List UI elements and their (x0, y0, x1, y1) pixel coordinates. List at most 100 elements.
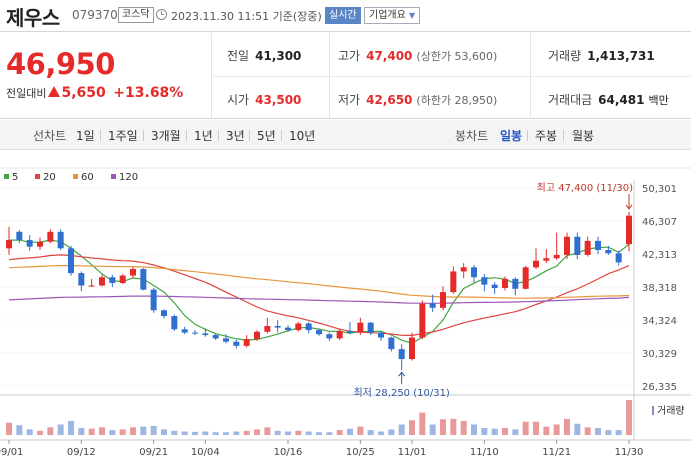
tab-separator (563, 130, 564, 141)
tab-3year[interactable]: 3년 (226, 129, 245, 143)
tab-separator (143, 130, 144, 141)
candle-body (584, 240, 591, 255)
candle-body (47, 231, 54, 242)
candle-body (295, 323, 302, 331)
tab-1year[interactable]: 1년 (194, 129, 213, 143)
candle-body (543, 258, 550, 261)
y-tick-label: 34,324 (642, 316, 677, 327)
x-tick-label: 10/16 (274, 447, 303, 458)
candle-body (419, 303, 426, 338)
company-info-dropdown[interactable]: 기업개요 ▼ (364, 7, 421, 24)
volume-bar (254, 429, 260, 435)
tab-separator (527, 130, 528, 141)
x-tick-label: 10/04 (191, 447, 220, 458)
volume: 거래량 1,413,731 (548, 47, 655, 64)
realtime-button[interactable]: 실시간 (325, 7, 361, 24)
volume-bar (192, 431, 198, 435)
volume-bar (502, 428, 508, 435)
volume-bar (491, 428, 498, 435)
volume-value: 1,413,731 (587, 49, 655, 63)
candle-body (336, 330, 343, 339)
volume-bar (212, 432, 219, 435)
volume-bar (16, 425, 23, 435)
candle-body (367, 322, 374, 333)
volume-bar (378, 431, 384, 435)
clock-icon (156, 9, 167, 20)
lower-limit: (하한가 28,950) (416, 94, 498, 107)
y-tick-label: 26,335 (642, 382, 677, 393)
day-high: 고가 47,400 (상한가 53,600) (338, 47, 497, 64)
candle-body (140, 268, 147, 290)
candle-body (378, 332, 384, 338)
volume-bar (512, 429, 519, 435)
change-amount: 5,650 (61, 85, 106, 101)
change-label: 전일대비 (6, 87, 47, 100)
candle-body (99, 277, 105, 286)
tab-1day[interactable]: 1일 (76, 129, 95, 143)
y-tick-label: 42,313 (642, 250, 677, 261)
candle-body (398, 349, 405, 360)
period-tabs: 선차트 1일 1주일 3개월 1년 3년 5년 10년 봉차트 일봉 주봉 월봉 (0, 120, 691, 150)
candle-body (285, 327, 291, 331)
quote-timestamp: 2023.11.30 11:51 기준(장중) (171, 10, 322, 23)
volume-bar (615, 430, 622, 435)
prev-close-label: 전일 (227, 49, 250, 63)
volume-bar (471, 424, 477, 435)
candle-body (440, 292, 446, 308)
candle-body (595, 240, 601, 250)
volume-bar (347, 428, 353, 435)
candle-body (316, 330, 322, 335)
legend-label: 60 (81, 172, 94, 183)
volume-bar (233, 431, 240, 435)
x-tick-label: 09/21 (139, 447, 168, 458)
annotations: 최고 47,400 (11/30) 최저 28,250 (10/31) (353, 182, 633, 399)
stock-code: 079370 (72, 8, 118, 22)
volume-bar (336, 430, 343, 435)
low-label: 저가 (338, 93, 361, 107)
candle-body (574, 236, 581, 255)
candle-body (150, 289, 157, 311)
chevron-down-icon: ▼ (409, 11, 416, 20)
volume-bar (37, 430, 43, 435)
candle-body (481, 277, 488, 285)
tab-separator (249, 130, 250, 141)
tab-10year[interactable]: 10년 (289, 129, 316, 143)
volume-bar (26, 429, 33, 435)
candlestick-chart[interactable]: 5 20 60 120 거래량 26,335 30,329 34,324 38,318 42,… (0, 150, 691, 469)
candle-body (615, 253, 622, 263)
volume-bar (6, 422, 12, 435)
candle-body (37, 241, 43, 247)
up-triangle-icon (48, 86, 61, 97)
market-badge: 코스닥 (118, 7, 154, 23)
legend-label: 5 (12, 172, 18, 183)
volume-bar (450, 418, 457, 435)
tab-3month[interactable]: 3개월 (151, 129, 181, 143)
tab-weekly[interactable]: 주봉 (535, 129, 558, 143)
x-tick-label: 09/01 (0, 447, 23, 458)
tab-monthly[interactable]: 월봉 (572, 129, 595, 143)
candle-body (212, 335, 219, 339)
tab-1week[interactable]: 1주일 (108, 129, 138, 143)
company-info-label: 기업개요 (369, 10, 406, 21)
volume-bar (564, 418, 570, 435)
y-tick-label: 46,307 (642, 217, 677, 228)
candle-body (202, 333, 209, 336)
volume-bar (99, 427, 105, 435)
tab-5year[interactable]: 5년 (257, 129, 276, 143)
volume-bar (367, 430, 374, 435)
volume-bar (119, 429, 126, 435)
volume-bar (274, 430, 281, 435)
volume-bar (140, 426, 147, 435)
candle-body (522, 267, 529, 289)
tab-separator (218, 130, 219, 141)
volume-bar (243, 430, 250, 435)
volume-bar (388, 429, 395, 435)
stock-name[interactable]: 제우스 (6, 6, 60, 30)
candle-body (6, 240, 12, 249)
volume-bar (481, 428, 488, 435)
ma120-line (8, 295, 630, 304)
volume-bar (150, 425, 157, 435)
volume-bar (171, 430, 178, 435)
tab-daily[interactable]: 일봉 (500, 129, 523, 143)
amount-unit: 백만 (648, 94, 669, 107)
